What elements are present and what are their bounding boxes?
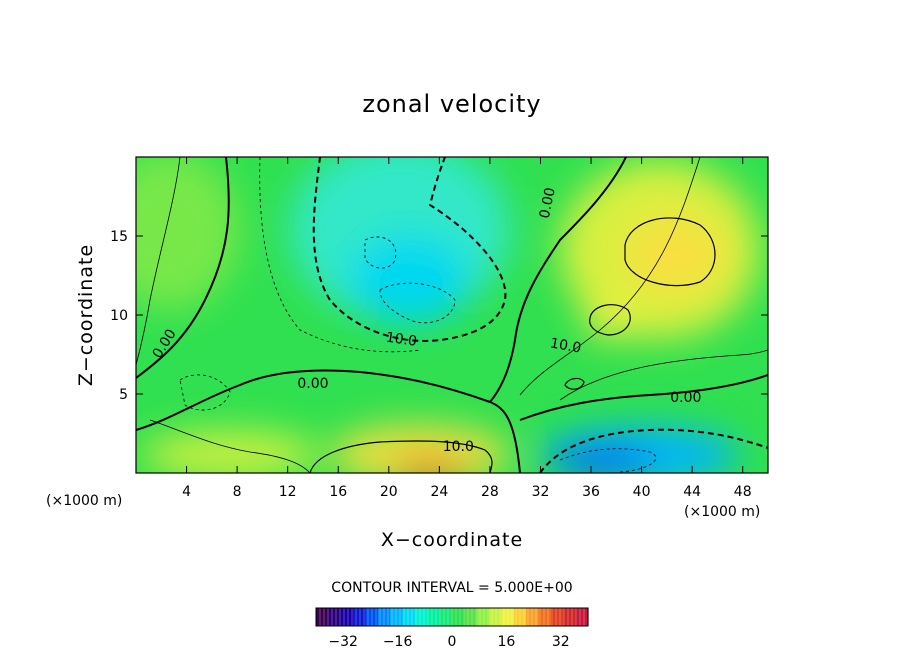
field-region-bottom-mid: [330, 425, 510, 473]
contour-label: 0.00: [537, 186, 559, 220]
colorbar-swatch: [316, 608, 329, 626]
colorbar-swatch: [464, 608, 478, 626]
contour-label: 10.0: [549, 335, 582, 356]
contour-neg10-core: [312, 157, 507, 342]
contour-pos10-mid-right: [589, 304, 631, 336]
x-axis: 4 8 12 16 20 24 28 32 36 40 44 48: [182, 157, 752, 500]
colorbar-swatch: [328, 608, 342, 626]
x-tick-label: 28: [481, 484, 499, 500]
colorbar-swatch: [439, 608, 453, 626]
contour-thin-10: [564, 377, 585, 390]
contour-zero-right-lower: [519, 374, 768, 421]
chart-title: zonal velocity: [362, 90, 541, 118]
colorbar-swatch: [414, 608, 428, 626]
colorbar-swatch: [377, 608, 391, 626]
x-unit-right: (×1000 m): [684, 504, 760, 520]
colorbar-swatch: [452, 608, 465, 626]
contour-zero-left: [136, 157, 230, 379]
colorbar-swatch: [427, 608, 441, 626]
x-tick-label: 36: [582, 484, 600, 500]
field-region-right-mid: [585, 300, 635, 340]
contour-thin-3: [519, 157, 701, 396]
contour-thin-8: [559, 448, 657, 473]
colorbar-tick-label: 32: [552, 634, 570, 650]
field-region-bottom-jet: [392, 458, 468, 473]
colorbar-swatch: [365, 608, 379, 626]
contour-label: 0.00: [670, 390, 701, 406]
x-tick-label: 32: [532, 484, 550, 500]
contour-thin-6: [379, 282, 456, 324]
x-tick-label: 12: [279, 484, 297, 500]
x-tick-label: 44: [683, 484, 701, 500]
contour-thin-4: [559, 349, 768, 401]
svg-text:10.0: 10.0: [443, 439, 474, 455]
field-region-bottom-left: [140, 430, 320, 473]
svg-text:0.00: 0.00: [537, 186, 559, 220]
colorbar-swatch: [340, 608, 354, 626]
x-tick-label: 8: [233, 484, 242, 500]
colorbar: [315, 607, 589, 627]
svg-text:0.00: 0.00: [297, 376, 328, 392]
color-field: [136, 157, 760, 473]
contour-interval-text: CONTOUR INTERVAL = 5.000E+00: [331, 580, 572, 596]
field-region-bottom-right-core: [550, 448, 650, 473]
svg-text:0.00: 0.00: [670, 390, 701, 406]
colorbar-tick-label: 0: [448, 634, 457, 650]
colorbar-swatch: [575, 608, 589, 626]
x-tick-label: 16: [329, 484, 347, 500]
colorbar-swatch: [476, 608, 490, 626]
svg-text:10.0: 10.0: [549, 335, 582, 356]
colorbar-tick-label: 16: [497, 634, 515, 650]
contour-thin-2: [259, 157, 421, 353]
colorbar-swatch: [353, 608, 367, 626]
x-unit-left: (×1000 m): [46, 493, 122, 509]
colorbar-frame: [315, 607, 589, 627]
field-region-easterly-inner: [350, 235, 470, 325]
colorbar-swatch: [501, 608, 515, 626]
contour-zero-right-upper: [489, 157, 627, 403]
colorbar-swatch: [563, 608, 577, 626]
x-tick-label: 4: [182, 484, 191, 500]
colorbar-swatch: [402, 608, 416, 626]
x-tick-label: 20: [380, 484, 398, 500]
colorbar-ticks: −32 −16 0 16 32: [328, 634, 569, 650]
field-region-upper-left: [136, 157, 240, 310]
colorbar-tick-label: −32: [328, 634, 358, 650]
x-tick-label: 24: [430, 484, 448, 500]
colorbar-swatch: [513, 608, 527, 626]
contour-neg10-bottom: [539, 428, 768, 473]
contour-label: 10.0: [443, 439, 474, 455]
colorbar-swatch: [390, 608, 404, 626]
x-tick-label: 40: [633, 484, 651, 500]
contour-thin-9: [179, 374, 231, 411]
contour-label: 10.0: [385, 330, 418, 350]
contour-lines: [136, 157, 768, 473]
y-axis-label: Z−coordinate: [75, 244, 97, 386]
y-tick-label: 10: [110, 308, 128, 324]
field-region-right-core: [625, 215, 725, 295]
y-tick-label: 5: [119, 387, 128, 403]
colorbar-tick-label: −16: [383, 634, 413, 650]
x-axis-label: X−coordinate: [381, 529, 523, 551]
svg-text:10.0: 10.0: [385, 330, 418, 350]
contour-thin-1: [136, 157, 181, 366]
contour-zero-mid: [136, 369, 521, 473]
y-tick-label: 15: [110, 229, 128, 245]
colorbar-swatch: [538, 608, 552, 626]
colorbar-swatch: [526, 608, 540, 626]
contour-thin-7: [149, 419, 311, 473]
y-axis: 5 10 15: [110, 229, 768, 403]
contour-label: 0.00: [297, 376, 328, 392]
colorbar-swatch: [489, 608, 503, 626]
contour-pos10-bottom: [309, 440, 493, 473]
x-tick-label: 48: [734, 484, 752, 500]
colorbar-swatch: [550, 608, 564, 626]
